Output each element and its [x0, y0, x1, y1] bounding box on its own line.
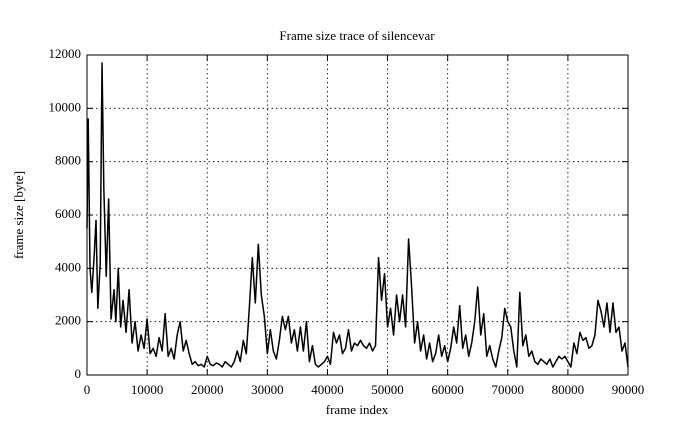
- y-tick-label: 8000: [55, 153, 81, 168]
- data-line: [86, 62, 629, 368]
- y-tick-label: 6000: [55, 206, 81, 221]
- x-tick-label: 70000: [492, 382, 525, 397]
- x-tick-label: 40000: [311, 382, 344, 397]
- x-axis-label: frame index: [326, 402, 389, 417]
- x-tick-label: 60000: [431, 382, 464, 397]
- y-axis-label: frame size [byte]: [11, 171, 26, 259]
- x-tick-label: 20000: [191, 382, 224, 397]
- x-tick-label: 80000: [552, 382, 585, 397]
- y-tick-label: 12000: [49, 46, 82, 61]
- x-tick-label: 30000: [251, 382, 284, 397]
- y-tick-label: 10000: [49, 99, 82, 114]
- x-tick-label: 10000: [131, 382, 164, 397]
- x-tick-label: 50000: [371, 382, 404, 397]
- y-tick-label: 2000: [55, 313, 81, 328]
- y-tick-label: 4000: [55, 259, 81, 274]
- y-tick-label: 0: [75, 366, 82, 381]
- x-tick-label: 90000: [612, 382, 645, 397]
- chart-title: Frame size trace of silencevar: [279, 28, 435, 43]
- x-tick-label: 0: [84, 382, 91, 397]
